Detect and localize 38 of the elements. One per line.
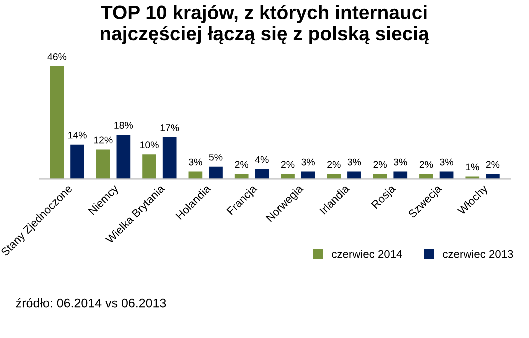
bar bbox=[255, 169, 270, 180]
legend-label: czerwiec 2014 bbox=[332, 250, 402, 258]
data-label: 10% bbox=[140, 142, 159, 149]
chart-title: TOP 10 krajów, z których internauci najczęściej łączą się z polską siecią bbox=[100, 5, 430, 45]
data-label: 4% bbox=[255, 156, 269, 164]
data-label: 3% bbox=[394, 158, 408, 166]
data-label: 2% bbox=[281, 161, 295, 168]
legend-label: czerwiec 2013 bbox=[443, 250, 514, 258]
bar bbox=[209, 166, 223, 180]
data-label: 2% bbox=[486, 161, 500, 168]
bar bbox=[70, 144, 84, 180]
data-label: 3% bbox=[348, 158, 362, 166]
data-label: 17% bbox=[160, 124, 180, 132]
bar bbox=[327, 174, 342, 180]
bar bbox=[50, 66, 64, 180]
data-label: 2% bbox=[420, 161, 434, 168]
bar bbox=[116, 135, 131, 180]
data-label: 18% bbox=[114, 122, 134, 129]
data-label: 14% bbox=[68, 132, 87, 139]
data-label: 3% bbox=[189, 158, 202, 166]
bar bbox=[281, 174, 295, 180]
data-label: 12% bbox=[94, 136, 113, 144]
bar bbox=[96, 150, 110, 180]
data-label: 3% bbox=[440, 158, 454, 166]
bar bbox=[373, 174, 388, 180]
data-label: 5% bbox=[209, 154, 223, 161]
data-label: 46% bbox=[48, 54, 67, 60]
data-label: 3% bbox=[302, 158, 315, 166]
data-label: 2% bbox=[235, 161, 249, 168]
data-label: 2% bbox=[374, 161, 387, 168]
bar bbox=[420, 174, 434, 180]
bar bbox=[234, 174, 249, 180]
bar bbox=[142, 154, 156, 180]
text: źródło: 06.2014 vs 06.2013 bbox=[16, 298, 166, 308]
bar bbox=[486, 174, 500, 180]
data-label: 1% bbox=[466, 164, 480, 171]
bar bbox=[162, 138, 177, 180]
data-label: 2% bbox=[328, 161, 341, 168]
